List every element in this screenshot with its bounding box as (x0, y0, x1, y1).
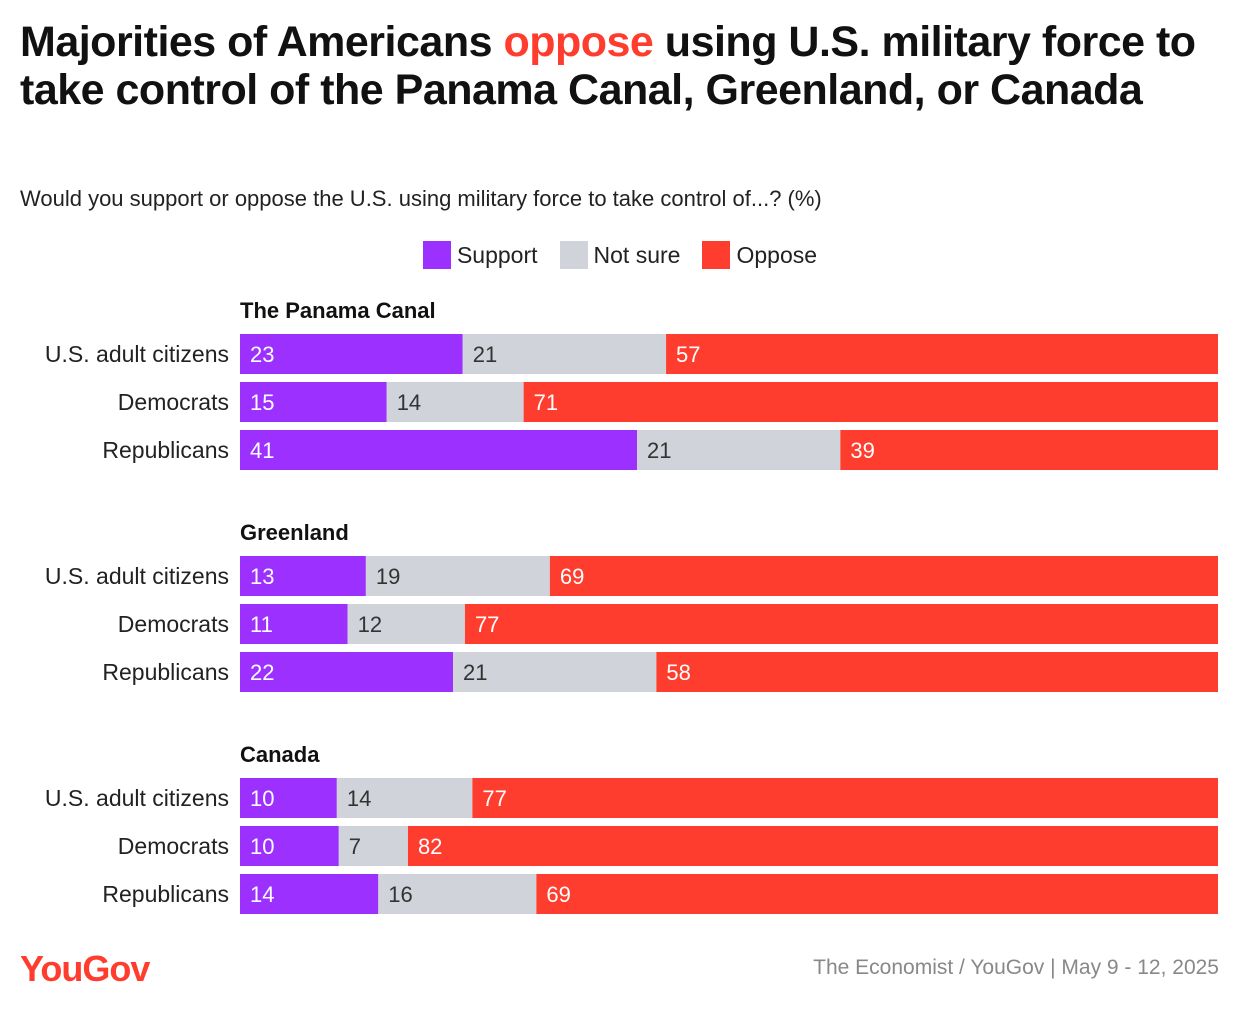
bar-the-panama-canal-u-s-adult-citizens-oppose (666, 334, 1218, 374)
bar-label-canada-republicans-support: 14 (250, 882, 274, 907)
bar-label-greenland-u-s-adult-citizens-not-sure: 19 (376, 564, 400, 589)
bar-canada-democrats-support (240, 826, 339, 866)
bar-the-panama-canal-u-s-adult-citizens-support (240, 334, 463, 374)
group-title-the-panama-canal: The Panama Canal (240, 298, 436, 323)
bar-the-panama-canal-u-s-adult-citizens-not-sure (462, 334, 667, 374)
bar-the-panama-canal-republicans-not-sure (637, 430, 841, 470)
title-highlight: oppose (503, 18, 654, 66)
title-after: using U.S. military force to take contro… (20, 18, 1196, 114)
bar-the-panama-canal-republicans-support (240, 430, 638, 470)
yougov-logo: YouGov (20, 948, 150, 989)
bar-the-panama-canal-republicans-oppose (840, 430, 1218, 470)
chart-subtitle: Would you support or oppose the U.S. usi… (20, 186, 822, 211)
bar-greenland-u-s-adult-citizens-oppose (549, 556, 1218, 596)
bar-greenland-u-s-adult-citizens-support (240, 556, 366, 596)
row-label-the-panama-canal-republicans: Republicans (102, 437, 229, 463)
bar-label-the-panama-canal-u-s-adult-citizens-oppose: 57 (676, 342, 700, 367)
bar-the-panama-canal-democrats-support (240, 382, 387, 422)
legend-label-support: Support (456, 242, 538, 268)
row-label-greenland-u-s-adult-citizens: U.S. adult citizens (45, 563, 229, 589)
legend-label-not-sure: Not sure (593, 242, 681, 268)
row-label-greenland-republicans: Republicans (102, 659, 229, 685)
bar-label-greenland-u-s-adult-citizens-support: 13 (250, 564, 274, 589)
stacked-bar-chart: The Panama Canal U.S. adult citizens 23 21 5… (45, 298, 1219, 914)
bar-label-canada-democrats-oppose: 82 (418, 834, 442, 859)
legend-swatch-oppose (702, 241, 731, 269)
bar-the-panama-canal-democrats-not-sure (386, 382, 524, 422)
bar-label-the-panama-canal-democrats-support: 15 (250, 390, 274, 415)
row-label-canada-democrats: Democrats (118, 833, 229, 859)
bar-greenland-democrats-oppose (464, 604, 1218, 644)
bar-label-greenland-democrats-oppose: 77 (475, 612, 499, 637)
bar-label-the-panama-canal-u-s-adult-citizens-support: 23 (250, 342, 274, 367)
row-label-the-panama-canal-u-s-adult-citizens: U.S. adult citizens (45, 341, 229, 367)
legend-item-oppose: Oppose (702, 240, 817, 270)
group-title-greenland: Greenland (240, 520, 349, 545)
bar-label-greenland-republicans-oppose: 58 (666, 660, 690, 685)
bar-label-canada-republicans-oppose: 69 (546, 882, 570, 907)
bar-label-canada-republicans-not-sure: 16 (388, 882, 412, 907)
bar-label-canada-democrats-support: 10 (250, 834, 274, 859)
bar-label-the-panama-canal-u-s-adult-citizens-not-sure: 21 (473, 342, 497, 367)
bar-label-greenland-democrats-not-sure: 12 (358, 612, 382, 637)
bar-greenland-democrats-not-sure (347, 604, 465, 644)
bar-label-the-panama-canal-democrats-oppose: 71 (534, 390, 558, 415)
bar-label-the-panama-canal-republicans-not-sure: 21 (647, 438, 671, 463)
bar-greenland-republicans-not-sure (453, 652, 657, 692)
bar-label-the-panama-canal-democrats-not-sure: 14 (397, 390, 421, 415)
legend-swatch-support (422, 241, 451, 269)
legend-item-not-sure: Not sure (559, 240, 681, 270)
row-label-greenland-democrats: Democrats (118, 611, 229, 637)
bar-label-canada-u-s-adult-citizens-not-sure: 14 (347, 786, 371, 811)
row-label-the-panama-canal-democrats: Democrats (118, 389, 229, 415)
row-label-canada-republicans: Republicans (102, 881, 229, 907)
bar-canada-democrats-not-sure (338, 826, 408, 866)
bar-canada-republicans-not-sure (378, 874, 537, 914)
bar-greenland-u-s-adult-citizens-not-sure (365, 556, 550, 596)
bar-label-greenland-democrats-support: 11 (250, 612, 273, 637)
legend-label-oppose: Oppose (736, 242, 818, 268)
bar-label-greenland-u-s-adult-citizens-oppose: 69 (560, 564, 584, 589)
bar-label-greenland-republicans-not-sure: 21 (463, 660, 487, 685)
bar-the-panama-canal-democrats-oppose (523, 382, 1218, 422)
chart-title: Majorities of Americans oppose using U.S… (20, 18, 1225, 114)
bar-canada-republicans-oppose (536, 874, 1218, 914)
legend-swatch-not-sure (559, 241, 588, 269)
bar-label-greenland-republicans-support: 22 (250, 660, 274, 685)
title-before: Majorities of Americans (20, 18, 504, 66)
legend-item-support: Support (422, 240, 538, 270)
bar-greenland-democrats-support (240, 604, 348, 644)
legend: Support Not sure Oppose (0, 240, 1240, 270)
bar-canada-republicans-support (240, 874, 379, 914)
bar-greenland-republicans-oppose (656, 652, 1218, 692)
bar-label-canada-u-s-adult-citizens-oppose: 77 (482, 786, 506, 811)
row-label-canada-u-s-adult-citizens: U.S. adult citizens (45, 785, 229, 811)
source-note: The Economist / YouGov | May 9 - 12, 202… (813, 956, 1219, 979)
bar-canada-democrats-oppose (407, 826, 1218, 866)
bar-label-the-panama-canal-republicans-oppose: 39 (850, 438, 874, 463)
bar-canada-u-s-adult-citizens-support (240, 778, 337, 818)
bar-greenland-republicans-support (240, 652, 454, 692)
bar-label-the-panama-canal-republicans-support: 41 (250, 438, 274, 463)
bar-canada-u-s-adult-citizens-not-sure (336, 778, 473, 818)
group-title-canada: Canada (240, 742, 320, 767)
bar-label-canada-democrats-not-sure: 7 (349, 834, 361, 859)
bar-canada-u-s-adult-citizens-oppose (472, 778, 1219, 818)
bar-label-canada-u-s-adult-citizens-support: 10 (250, 786, 274, 811)
